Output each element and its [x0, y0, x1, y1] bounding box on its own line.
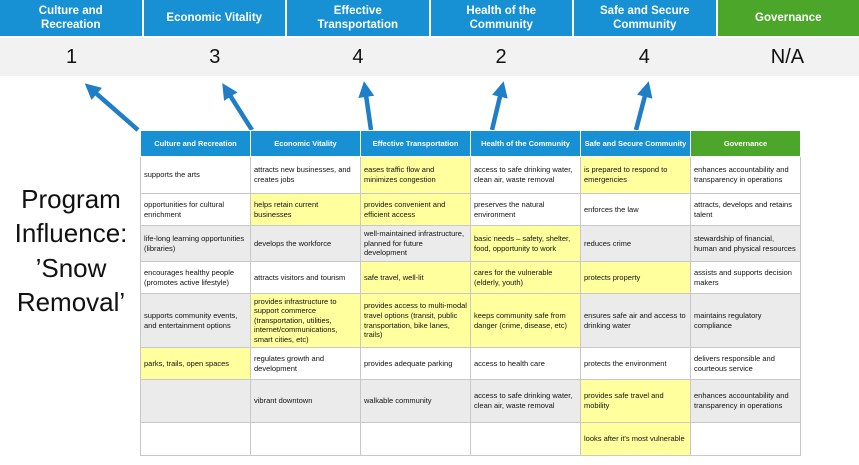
- matrix-cell: preserves the natural environment: [470, 193, 581, 226]
- matrix-cell-highlighted: cares for the vulnerable (elderly, youth…: [470, 261, 581, 294]
- matrix-row-6: parks, trails, open spaces regulates grow…: [140, 347, 801, 380]
- matrix-cell: ensures safe air and access to drinking …: [580, 293, 691, 348]
- matrix-cell: encourages healthy people (promotes acti…: [140, 261, 251, 294]
- score-effective-transportation: 4: [352, 45, 364, 68]
- score-governance: N/A: [770, 45, 805, 68]
- category-health-of-the-community: Health of the Community: [430, 0, 572, 36]
- matrix-row-5: supports community events, and entertain…: [140, 293, 801, 348]
- program-title-line: Influence:: [14, 218, 128, 249]
- matrix-cell-highlighted: provides access to multi-modal travel op…: [360, 293, 471, 348]
- program-title-line: Program: [21, 184, 121, 214]
- matrix-cell: walkable community: [360, 379, 471, 423]
- matrix-cell: enforces the law: [580, 193, 691, 226]
- matrix-cell: [360, 422, 471, 456]
- matrix-cell: supports the arts: [140, 156, 251, 194]
- matrix-cell: well-maintained infrastructure, planned …: [360, 225, 471, 262]
- matrix-cell-highlighted: parks, trails, open spaces: [140, 347, 251, 380]
- matrix-row-1: supports the arts attracts new businesses…: [140, 156, 801, 194]
- matrix-cell: delivers responsible and courteous servi…: [690, 347, 801, 380]
- influence-arrows: [84, 81, 653, 132]
- matrix-header-health-of-the-community: Health of the Community: [470, 130, 581, 157]
- influence-matrix: Culture and Recreation Economic Vitality E…: [140, 130, 801, 456]
- matrix-body: supports the arts attracts new businesses…: [140, 156, 801, 456]
- score-culture-and-recreation: 1: [66, 45, 78, 68]
- matrix-header-culture-and-recreation: Culture and Recreation: [140, 130, 251, 157]
- matrix-cell: develops the workforce: [250, 225, 361, 262]
- matrix-cell: life-long learning opportunities (librar…: [140, 225, 251, 262]
- score-health-of-the-community: 2: [495, 45, 507, 68]
- program-title-line: Removal’: [16, 286, 126, 317]
- matrix-header-governance: Governance: [690, 130, 801, 157]
- matrix-cell-highlighted: is prepared to respond to emergencies: [580, 156, 691, 194]
- matrix-cell: [140, 379, 251, 423]
- arrow-culture-and-recreation: [84, 83, 140, 132]
- matrix-cell-highlighted: basic needs – safety, shelter, food, opp…: [470, 225, 581, 262]
- matrix-cell-highlighted: provides safe travel and mobility: [580, 379, 691, 423]
- matrix-row-4: encourages healthy people (promotes acti…: [140, 261, 801, 294]
- matrix-header-safe-and-secure-community: Safe and Secure Community: [580, 130, 691, 157]
- score-economic-vitality: 3: [209, 45, 221, 68]
- matrix-cell: protects the environment: [580, 347, 691, 380]
- matrix-cell: [140, 422, 251, 456]
- matrix-cell: opportunities for cultural enrichment: [140, 193, 251, 226]
- matrix-cell-highlighted: safe travel, well-lit: [360, 261, 471, 294]
- matrix-cell-highlighted: provides convenient and efficient access: [360, 193, 471, 226]
- matrix-cell: assists and supports decision makers: [690, 261, 801, 294]
- matrix-cell: [470, 422, 581, 456]
- matrix-header-economic-vitality: Economic Vitality: [250, 130, 361, 157]
- matrix-cell-highlighted: helps retain current businesses: [250, 193, 361, 226]
- score-safe-and-secure-community: 4: [638, 45, 650, 68]
- matrix-cell: vibrant downtown: [250, 379, 361, 423]
- arrow-economic-vitality: [222, 83, 254, 132]
- category-effective-transportation: Effective Transportation: [287, 0, 429, 36]
- matrix-cell: enhances accountability and transparency…: [690, 379, 801, 423]
- matrix-cell: enhances accountability and transparency…: [690, 156, 801, 194]
- matrix-row-7: vibrant downtown walkable community access…: [140, 379, 801, 423]
- category-banner: Culture and Recreation Economic Vitality E…: [0, 0, 859, 36]
- matrix-cell: regulates growth and development: [250, 347, 361, 380]
- matrix-row-2: opportunities for cultural enrichment hel…: [140, 193, 801, 226]
- matrix-cell-highlighted: keeps community safe from danger (crime,…: [470, 293, 581, 348]
- matrix-cell: [690, 422, 801, 456]
- matrix-header-row: Culture and Recreation Economic Vitality E…: [140, 130, 801, 157]
- matrix-row-8: looks after it's most vulnerable: [140, 422, 801, 456]
- matrix-cell: access to safe drinking water, clean air…: [470, 379, 581, 423]
- matrix-header-effective-transportation: Effective Transportation: [360, 130, 471, 157]
- program-title: Program Influence: ’Snow Removal’: [0, 182, 142, 319]
- matrix-cell-highlighted: looks after it's most vulnerable: [580, 422, 691, 456]
- matrix-cell: attracts, develops and retains talent: [690, 193, 801, 226]
- arrow-effective-transportation: [358, 81, 375, 131]
- matrix-cell: [250, 422, 361, 456]
- category-safe-and-secure-community: Safe and Secure Community: [574, 0, 716, 36]
- arrow-health-of-the-community: [489, 81, 508, 131]
- matrix-cell: access to safe drinking water, clean air…: [470, 156, 581, 194]
- category-economic-vitality: Economic Vitality: [143, 0, 285, 36]
- category-governance: Governance: [717, 0, 859, 36]
- matrix-cell: reduces crime: [580, 225, 691, 262]
- matrix-cell-highlighted: provides infrastructure to support comme…: [250, 293, 361, 348]
- matrix-cell: attracts visitors and tourism: [250, 261, 361, 294]
- matrix-cell: stewardship of financial, human and phys…: [690, 225, 801, 262]
- matrix-cell: maintains regulatory compliance: [690, 293, 801, 348]
- matrix-cell: access to health care: [470, 347, 581, 380]
- matrix-cell: supports community events, and entertain…: [140, 293, 251, 348]
- program-title-line: ’Snow: [35, 252, 107, 283]
- score-row: 1 3 4 2 4 N/A: [0, 38, 859, 76]
- matrix-row-3: life-long learning opportunities (librar…: [140, 225, 801, 262]
- matrix-cell-highlighted: eases traffic flow and minimizes congest…: [360, 156, 471, 194]
- category-culture-and-recreation: Culture and Recreation: [0, 0, 142, 36]
- matrix-cell-highlighted: protects property: [580, 261, 691, 294]
- arrow-safe-and-secure-community: [633, 81, 653, 131]
- matrix-cell: attracts new businesses, and creates job…: [250, 156, 361, 194]
- matrix-cell: provides adequate parking: [360, 347, 471, 380]
